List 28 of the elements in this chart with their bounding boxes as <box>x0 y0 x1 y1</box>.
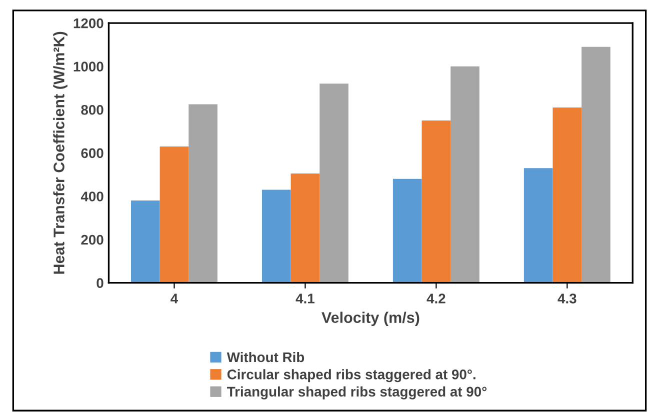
x-axis-title: Velocity (m/s) <box>322 312 420 326</box>
bar <box>552 107 582 283</box>
y-tick-label: 600 <box>81 148 104 158</box>
bar <box>524 168 553 283</box>
bar <box>422 120 451 283</box>
y-tick-label: 800 <box>81 104 104 115</box>
bar <box>131 200 160 283</box>
x-tick-label: 4.1 <box>296 294 314 304</box>
y-axis-title: Heat Transfer Coefficient (W/m²K) <box>53 32 68 274</box>
bar <box>160 146 189 283</box>
y-tick-label: 1200 <box>74 18 104 28</box>
legend-label: Circular shaped ribs staggered at 90°. <box>227 369 476 382</box>
y-tick-label: 1000 <box>74 62 104 72</box>
bar <box>450 66 480 283</box>
bar <box>392 178 422 283</box>
y-tick-label: 400 <box>80 192 104 202</box>
legend-label: Without Rib <box>226 352 304 362</box>
x-tick-label: 4 <box>170 294 178 304</box>
x-tick-label: 4.3 <box>558 294 576 304</box>
bar <box>262 190 291 283</box>
bar <box>290 174 320 283</box>
y-tick-label: 200 <box>81 234 104 245</box>
bar <box>188 104 218 283</box>
bar <box>320 84 348 283</box>
bar <box>582 46 610 283</box>
y-tick-label: 0 <box>96 278 104 288</box>
x-tick-label: 4.2 <box>426 294 446 304</box>
legend-label: Triangular shaped ribs staggered at 90° <box>227 386 487 400</box>
